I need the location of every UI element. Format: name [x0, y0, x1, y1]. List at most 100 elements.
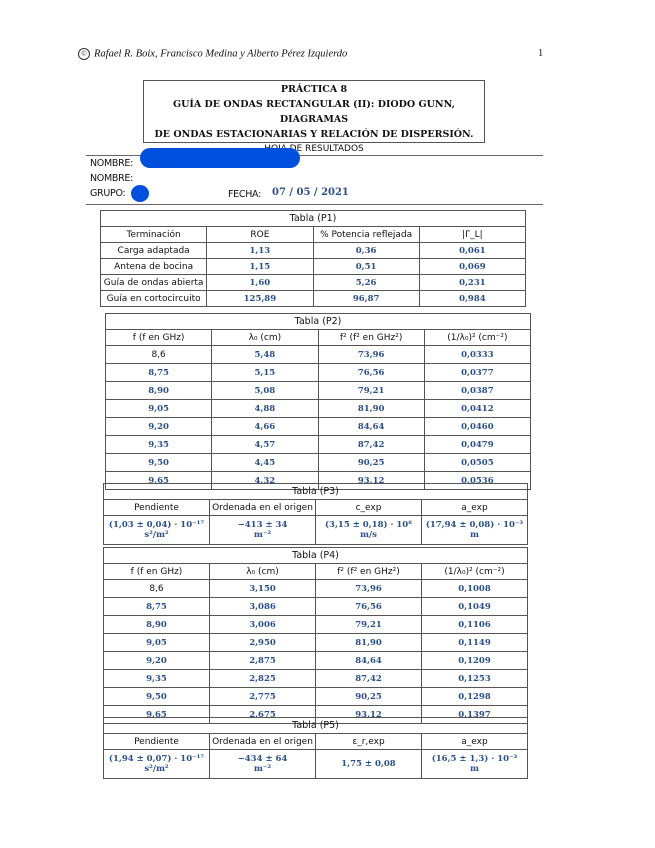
table-row: Carga adaptada 1,13 0,36 0,061 [99, 242, 527, 259]
authors: Rafael R. Boix, Francisco Medina y Alber… [94, 48, 348, 60]
table-cell: 8,75 [104, 363, 213, 382]
column-header: ε_r,exp [315, 733, 422, 750]
column-header: (1/λ₀)² (cm⁻²) [421, 563, 528, 580]
caption-row: Tabla (P1) [100, 210, 526, 227]
table-cell: 4,45 [211, 453, 319, 472]
table-p4: Tabla (P4) f (f en GHz) λ₀ (cm) f² (f² en G… [103, 547, 528, 724]
table-p3: Tabla (P3) Pendiente Ordenada en el origen… [103, 483, 528, 545]
column-header: Ordenada en el origen [209, 733, 316, 750]
unit: m/s [360, 530, 377, 540]
fecha-label: FECHA: [228, 189, 261, 200]
redaction-mark [140, 148, 300, 168]
unit: m⁻² [253, 764, 272, 774]
caption-row: Tabla (P2) [105, 313, 531, 330]
table-cell: 76,56 [315, 597, 422, 616]
value-cell: 1,75 ± 0,08 [315, 749, 422, 779]
table-cell: 3,006 [209, 615, 316, 634]
page-number: 1 [538, 48, 544, 59]
table-row: 8,75 5,15 76,56 0,0377 [104, 363, 532, 382]
table-cell: 0,1049 [421, 597, 528, 616]
table-row: 9,20 4,66 84,64 0,0460 [104, 417, 532, 436]
column-header: f (f en GHz) [103, 563, 210, 580]
table-cell: 1,60 [206, 274, 314, 291]
table-cell: 81,90 [315, 633, 422, 652]
table-row: 9,50 4,45 90,25 0,0505 [104, 453, 532, 472]
table-cell: 0,1253 [421, 669, 528, 688]
value: −434 ± 64 [237, 754, 288, 764]
table-row: Guía en cortocircuito 125,89 96,87 0,984 [99, 290, 527, 307]
value: (17,94 ± 0,08) · 10⁻³ [425, 520, 524, 530]
value: −413 ± 34 [237, 520, 288, 530]
table-row: 9,05 2,950 81,90 0,1149 [103, 633, 528, 652]
value-cell: (1,94 ± 0,07) · 10⁻¹⁷ s²/m² [103, 749, 210, 779]
value: (1,94 ± 0,07) · 10⁻¹⁷ [108, 754, 205, 764]
table-cell: 2,875 [209, 651, 316, 670]
table-cell: 0,0479 [423, 435, 532, 454]
unit: s²/m² [144, 530, 169, 540]
table-cell: 9,35 [103, 669, 210, 688]
column-header: Terminación [99, 226, 208, 243]
table-p1: Tabla (P1) Terminación ROE% Potencia refle… [99, 210, 527, 307]
table-cell: 84,64 [317, 417, 425, 436]
table-cell: 0,0333 [423, 345, 532, 364]
table-row: 9,20 2,875 84,64 0,1209 [103, 651, 528, 670]
table-cell: 79,21 [315, 615, 422, 634]
table-cell: 8,6 [104, 345, 213, 364]
header-row: f (f en GHz) λ₀ (cm) f² (f² en GHz²) (1/λ₀)… [104, 329, 532, 346]
unit: m [470, 764, 479, 774]
table-cell: 2,775 [209, 687, 316, 706]
table-cell: 73,96 [317, 345, 425, 364]
value-cell: (3,15 ± 0,18) · 10⁸ m/s [315, 515, 422, 545]
title-line: PRÁCTICA 8 [280, 84, 348, 95]
table-caption: Tabla (P3) [103, 483, 528, 500]
table-cell: 0,1106 [421, 615, 528, 634]
table-cell: 76,56 [317, 363, 425, 382]
table-cell: Antena de bocina [99, 258, 208, 275]
table-cell: 0,0377 [423, 363, 532, 382]
table-cell: Guía de ondas abierta [99, 274, 208, 291]
table-cell: 0,069 [418, 258, 527, 275]
column-header: λ₀ (cm) [211, 329, 319, 346]
table-row: (1,03 ± 0,04) · 10⁻¹⁷ s²/m² −413 ± 34 m⁻² (3… [103, 515, 528, 545]
title-line: DE ONDAS ESTACIONARIAS Y RELACIÓN DE DIS… [154, 129, 474, 140]
table-cell: 5,26 [312, 274, 420, 291]
value-cell: (1,03 ± 0,04) · 10⁻¹⁷ s²/m² [103, 515, 210, 545]
table-cell: 0,984 [418, 290, 527, 307]
table-cell: 125,89 [206, 290, 314, 307]
unit: m [470, 530, 479, 540]
table-row: (1,94 ± 0,07) · 10⁻¹⁷ s²/m² −434 ± 64 m⁻² 1,… [103, 749, 528, 779]
header-row: Pendiente Ordenada en el origen c_exp a_exp [103, 499, 528, 516]
header-row: Pendiente Ordenada en el origen ε_r,exp a_e… [103, 733, 528, 750]
table-cell: Guía en cortocircuito [99, 290, 208, 307]
value: (3,15 ± 0,18) · 10⁸ [325, 520, 412, 530]
table-cell: 0,0460 [423, 417, 532, 436]
table-cell: 96,87 [312, 290, 420, 307]
value: (1,03 ± 0,04) · 10⁻¹⁷ [108, 520, 205, 530]
fecha-value: 07 / 05 / 2021 [272, 187, 349, 198]
table-cell: 5,15 [211, 363, 319, 382]
unit: m⁻² [253, 530, 272, 540]
table-cell: 0,1298 [421, 687, 528, 706]
table-cell: 9,35 [104, 435, 213, 454]
table-row: 9,05 4,88 81,90 0,0412 [104, 399, 532, 418]
table-cell: 0,0505 [423, 453, 532, 472]
unit: s²/m² [144, 764, 169, 774]
table-cell: 9,50 [104, 453, 213, 472]
table-cell: 8,90 [103, 615, 210, 634]
table-caption: Tabla (P4) [103, 547, 528, 564]
table-cell: 9,20 [103, 651, 210, 670]
column-header: Pendiente [103, 499, 210, 516]
column-header: f² (f² en GHz²) [315, 563, 422, 580]
table-cell: 3,086 [209, 597, 316, 616]
table-cell: 79,21 [317, 381, 425, 400]
column-header: λ₀ (cm) [209, 563, 316, 580]
table-p2: Tabla (P2) f (f en GHz) λ₀ (cm) f² (f² en G… [104, 313, 532, 490]
table-row: 8,6 5,48 73,96 0,0333 [104, 345, 532, 364]
table-cell: 9,20 [104, 417, 213, 436]
column-header: f (f en GHz) [104, 329, 213, 346]
table-row: Antena de bocina 1,15 0,51 0,069 [99, 258, 527, 275]
table-cell: 4,66 [211, 417, 319, 436]
table-cell: 1,15 [206, 258, 314, 275]
table-caption: Tabla (P5) [103, 717, 528, 734]
table-cell: 0,061 [418, 242, 527, 259]
